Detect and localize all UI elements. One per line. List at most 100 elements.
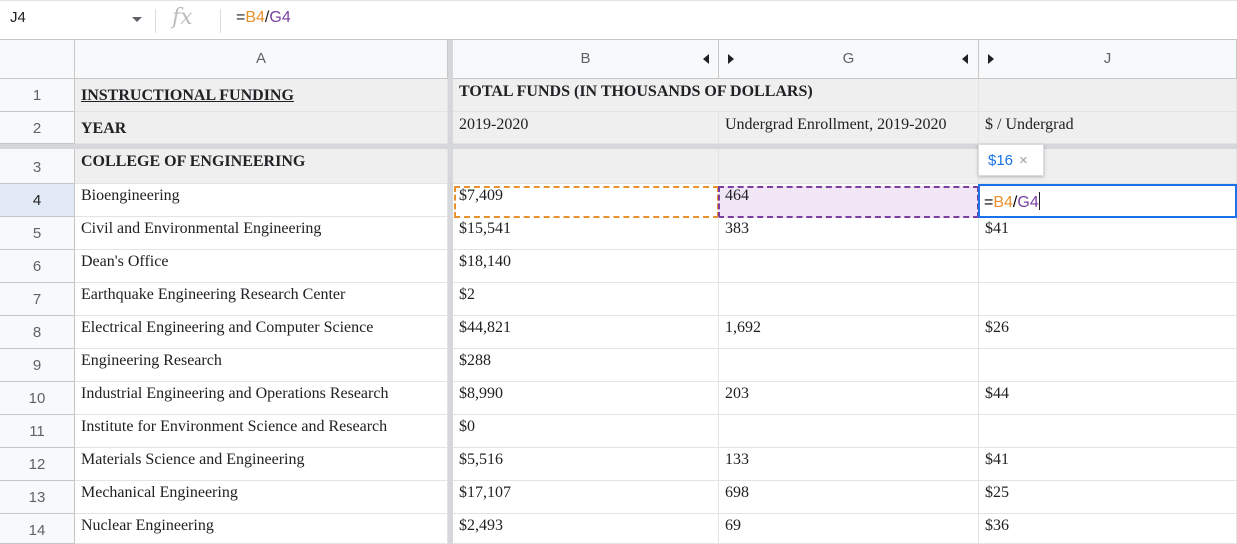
cell-j5[interactable]: $41 xyxy=(979,217,1237,250)
cell-g11[interactable] xyxy=(719,415,979,448)
row-header-5[interactable]: 5 xyxy=(0,217,75,250)
cell-b4[interactable]: $7,409 xyxy=(459,187,503,204)
cell-b6[interactable]: $18,140 xyxy=(453,250,719,283)
fx-icon: fx xyxy=(172,5,193,30)
cell-g8[interactable]: 1,692 xyxy=(719,316,979,349)
cell-a11[interactable]: Institute for Environment Science and Re… xyxy=(75,415,448,448)
cell-g3[interactable] xyxy=(719,149,979,184)
cell-a14[interactable]: Nuclear Engineering xyxy=(75,514,448,544)
cell-b5[interactable]: $15,541 xyxy=(453,217,719,250)
cell-a4[interactable]: Bioengineering xyxy=(75,184,448,217)
formula-slash: / xyxy=(264,9,270,26)
column-header-b[interactable]: B xyxy=(453,40,719,79)
cell-a13[interactable]: Mechanical Engineering xyxy=(75,481,448,514)
cell-a9[interactable]: Engineering Research xyxy=(75,349,448,382)
expand-left-icon[interactable] xyxy=(703,54,709,64)
cell-j14[interactable]: $36 xyxy=(979,514,1237,544)
active-cell-editor-j4[interactable]: =B4/G4 xyxy=(978,184,1237,218)
cell-a2[interactable]: YEAR xyxy=(75,112,448,144)
row-header-2[interactable]: 2 xyxy=(0,112,75,144)
cell-j7[interactable] xyxy=(979,283,1237,316)
cell-b14[interactable]: $2,493 xyxy=(453,514,719,544)
editor-slash: / xyxy=(1012,194,1018,211)
cell-g13[interactable]: 698 xyxy=(719,481,979,514)
chevron-down-icon[interactable] xyxy=(132,17,142,22)
select-all-corner[interactable] xyxy=(0,40,75,79)
reference-highlight-g4 xyxy=(718,186,979,218)
cell-b2[interactable]: 2019-2020 xyxy=(453,112,719,144)
cell-b11[interactable]: $0 xyxy=(453,415,719,448)
row-header-14[interactable]: 14 xyxy=(0,514,75,544)
row-header-6[interactable]: 6 xyxy=(0,250,75,283)
column-header-a[interactable]: A xyxy=(75,40,448,79)
expand-left-icon[interactable] xyxy=(962,54,968,64)
cell-g14[interactable]: 69 xyxy=(719,514,979,544)
name-box[interactable]: J4 xyxy=(10,9,26,26)
cell-b1[interactable]: TOTAL FUNDS (IN THOUSANDS OF DOLLARS) xyxy=(453,79,979,112)
cell-a5[interactable]: Civil and Environmental Engineering xyxy=(75,217,448,250)
formula-result-tooltip: $16 × xyxy=(978,144,1044,176)
row-header-3[interactable]: 3 xyxy=(0,149,75,184)
spreadsheet-grid: A B G J 1 INSTRUCTIONAL FUNDING TOTAL FU… xyxy=(0,40,1237,544)
cell-j9[interactable] xyxy=(979,349,1237,382)
cell-j8[interactable]: $26 xyxy=(979,316,1237,349)
expand-right-icon[interactable] xyxy=(988,54,994,64)
tooltip-value: $16 xyxy=(988,152,1014,169)
row-header-7[interactable]: 7 xyxy=(0,283,75,316)
cell-a3[interactable]: COLLEGE OF ENGINEERING xyxy=(75,149,448,184)
cell-b13[interactable]: $17,107 xyxy=(453,481,719,514)
cell-a12[interactable]: Materials Science and Engineering xyxy=(75,448,448,481)
formula-bar: J4 fx =B4/G4 xyxy=(0,0,1237,40)
editor-prefix: = xyxy=(984,194,994,211)
cell-b7[interactable]: $2 xyxy=(453,283,719,316)
row-header-4[interactable]: 4 xyxy=(0,184,75,217)
formula-ref-g: G4 xyxy=(269,9,291,26)
frozen-column-divider[interactable] xyxy=(448,40,453,544)
editor-ref-g: G4 xyxy=(1017,194,1039,211)
cell-b3[interactable] xyxy=(453,149,719,184)
frozen-row-divider[interactable] xyxy=(0,144,1237,149)
cell-j1[interactable] xyxy=(979,79,1237,112)
cell-a6[interactable]: Dean's Office xyxy=(75,250,448,283)
cell-j6[interactable] xyxy=(979,250,1237,283)
cell-j13[interactable]: $25 xyxy=(979,481,1237,514)
row-header-8[interactable]: 8 xyxy=(0,316,75,349)
cell-a7[interactable]: Earthquake Engineering Research Center xyxy=(75,283,448,316)
row-header-10[interactable]: 10 xyxy=(0,382,75,415)
formula-input[interactable]: =B4/G4 xyxy=(236,9,291,27)
cell-b10[interactable]: $8,990 xyxy=(453,382,719,415)
cell-g5[interactable]: 383 xyxy=(719,217,979,250)
cell-g12[interactable]: 133 xyxy=(719,448,979,481)
cell-g7[interactable] xyxy=(719,283,979,316)
cell-g6[interactable] xyxy=(719,250,979,283)
divider xyxy=(220,9,221,33)
cell-b12[interactable]: $5,516 xyxy=(453,448,719,481)
formula-ref-b: B4 xyxy=(245,9,265,26)
cell-g9[interactable] xyxy=(719,349,979,382)
editor-ref-b: B4 xyxy=(993,194,1013,211)
expand-right-icon[interactable] xyxy=(728,54,734,64)
column-header-j[interactable]: J xyxy=(979,40,1237,79)
row-header-1[interactable]: 1 xyxy=(0,79,75,112)
column-header-j-label: J xyxy=(1103,50,1112,67)
cell-g4[interactable]: 464 xyxy=(725,187,749,204)
row-header-9[interactable]: 9 xyxy=(0,349,75,382)
cell-g10[interactable]: 203 xyxy=(719,382,979,415)
cell-b8[interactable]: $44,821 xyxy=(453,316,719,349)
cell-j11[interactable] xyxy=(979,415,1237,448)
cell-a1[interactable]: INSTRUCTIONAL FUNDING xyxy=(75,79,448,112)
row-header-12[interactable]: 12 xyxy=(0,448,75,481)
row-header-13[interactable]: 13 xyxy=(0,481,75,514)
row-header-11[interactable]: 11 xyxy=(0,415,75,448)
cell-a10[interactable]: Industrial Engineering and Operations Re… xyxy=(75,382,448,415)
cell-b9[interactable]: $288 xyxy=(453,349,719,382)
formula-prefix: = xyxy=(236,9,246,26)
column-header-g[interactable]: G xyxy=(719,40,979,79)
cell-j12[interactable]: $41 xyxy=(979,448,1237,481)
divider xyxy=(155,9,156,33)
cell-j10[interactable]: $44 xyxy=(979,382,1237,415)
cell-g2[interactable]: Undergrad Enrollment, 2019-2020 xyxy=(719,112,979,144)
cell-j2[interactable]: $ / Undergrad xyxy=(979,112,1237,144)
cell-a8[interactable]: Electrical Engineering and Computer Scie… xyxy=(75,316,448,349)
close-icon[interactable]: × xyxy=(1019,152,1028,169)
